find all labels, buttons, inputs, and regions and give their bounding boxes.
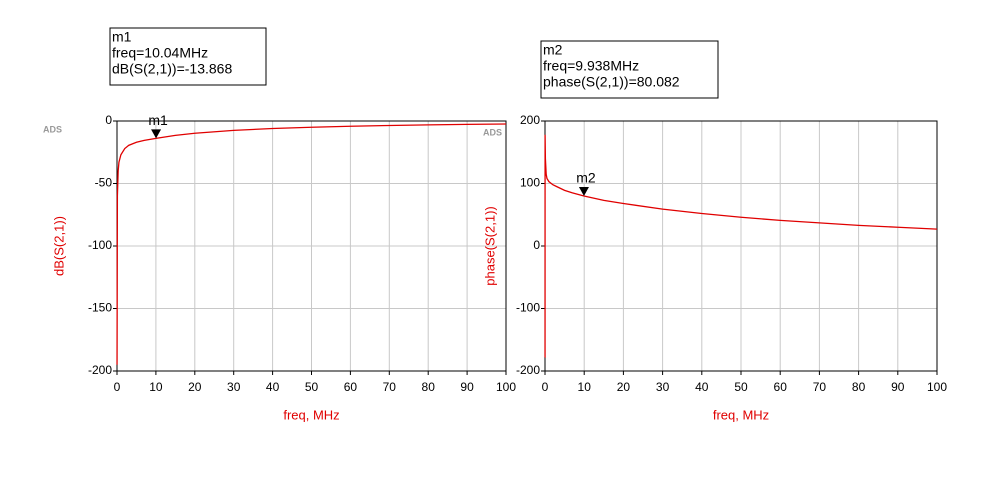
- x-axis-label: freq, MHz: [713, 407, 769, 422]
- x-tick-label: 0: [114, 380, 121, 394]
- readout-line: freq=9.938MHz: [543, 58, 639, 74]
- x-tick-label: 100: [496, 380, 516, 394]
- readout-line: phase(S(2,1))=80.082: [543, 74, 680, 90]
- y-tick-label: 100: [520, 176, 540, 190]
- x-tick-label: 80: [852, 380, 866, 394]
- x-tick-label: 70: [383, 380, 397, 394]
- y-axis-label: phase(S(2,1)): [482, 206, 497, 285]
- readout-line: m2: [543, 42, 563, 58]
- y-tick-label: -50: [95, 176, 113, 190]
- watermark: ADS: [43, 124, 62, 134]
- x-tick-label: 20: [188, 380, 202, 394]
- y-tick-label: -100: [88, 238, 112, 252]
- readout-box: [540, 40, 719, 99]
- readout-line: m1: [112, 29, 132, 45]
- x-tick-label: 90: [891, 380, 905, 394]
- readout-line: freq=10.04MHz: [112, 45, 208, 61]
- y-tick-label: 200: [520, 113, 540, 127]
- y-tick-label: -100: [516, 301, 540, 315]
- x-tick-label: 100: [927, 380, 947, 394]
- x-tick-label: 70: [813, 380, 827, 394]
- x-tick-label: 60: [774, 380, 788, 394]
- x-axis-label: freq, MHz: [283, 407, 339, 422]
- readout-box: [109, 27, 267, 86]
- marker-label: m1: [148, 112, 168, 128]
- x-tick-label: 60: [344, 380, 358, 394]
- x-tick-label: 10: [149, 380, 163, 394]
- x-tick-label: 50: [734, 380, 748, 394]
- data-line: [544, 134, 938, 358]
- watermark: ADS: [483, 127, 502, 137]
- y-tick-label: 0: [533, 238, 540, 252]
- x-tick-label: 80: [422, 380, 436, 394]
- y-tick-label: -200: [88, 363, 112, 377]
- x-tick-label: 30: [656, 380, 670, 394]
- y-tick-label: -150: [88, 301, 112, 315]
- y-tick-label: -200: [516, 363, 540, 377]
- x-tick-label: 90: [460, 380, 474, 394]
- marker-triangle: [151, 129, 162, 139]
- y-axis-label: dB(S(2,1)): [51, 216, 66, 276]
- x-tick-label: 20: [617, 380, 631, 394]
- x-tick-label: 30: [227, 380, 241, 394]
- marker-triangle: [578, 186, 589, 196]
- x-tick-label: 40: [695, 380, 709, 394]
- readout-line: dB(S(2,1))=-13.868: [112, 61, 232, 77]
- data-line: [116, 123, 507, 365]
- y-tick-label: 0: [105, 113, 112, 127]
- x-tick-label: 50: [305, 380, 319, 394]
- x-tick-label: 10: [578, 380, 592, 394]
- x-tick-label: 40: [266, 380, 280, 394]
- x-tick-label: 0: [542, 380, 549, 394]
- marker-label: m2: [576, 170, 596, 186]
